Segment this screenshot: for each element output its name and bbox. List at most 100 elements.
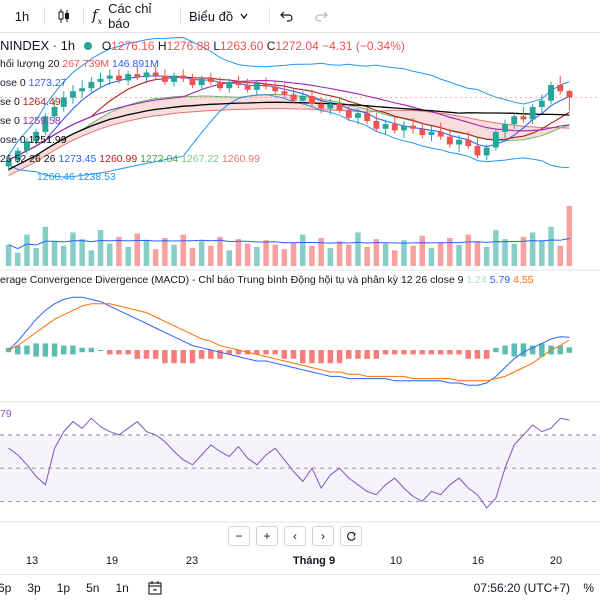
- x-tick-label: 19: [106, 555, 118, 567]
- interval-button[interactable]: 1h: [0, 0, 44, 32]
- macd-hist-bar: [410, 350, 416, 355]
- volume-bar: [336, 241, 343, 266]
- reset-chart-button[interactable]: [340, 526, 362, 546]
- volume-bar: [327, 248, 334, 266]
- macd-hist-bar: [152, 350, 159, 359]
- macd-hist-bar: [171, 350, 177, 364]
- ichimoku-legend: 26 52 26 26 1273.45 1260.99 1272.04 1267…: [0, 153, 260, 165]
- candle: [207, 72, 214, 86]
- market-status-icon: [84, 42, 93, 50]
- candle: [272, 80, 279, 95]
- candle: [106, 69, 113, 86]
- volume-bar: [180, 234, 186, 266]
- volume-value: 267.739M: [62, 58, 110, 70]
- macd-hist-bar: [355, 350, 361, 359]
- volume-bar: [318, 238, 324, 266]
- volume-legend: hối lượng 20 267.739M 146.891M: [0, 58, 159, 70]
- candle-body: [529, 106, 536, 120]
- ichimoku-value-3: 1272.04: [140, 153, 179, 165]
- range-1d-button[interactable]: 1n: [115, 581, 129, 595]
- toolbar-divider: [180, 7, 181, 25]
- volume-bar: [24, 234, 30, 266]
- candle-body: [446, 136, 453, 145]
- ma-slow: [8, 80, 570, 161]
- indicators-button[interactable]: fx Các chỉ báo: [84, 0, 180, 32]
- macd-hist-bar: [116, 350, 122, 355]
- candle-body: [566, 91, 573, 98]
- macd-hist-bar: [300, 350, 306, 364]
- zoom-in-button[interactable]: +: [256, 526, 278, 546]
- macd-hist-bar: [428, 350, 435, 355]
- range-1m-button[interactable]: 1p: [56, 581, 71, 595]
- macd-hist-bar: [5, 347, 12, 353]
- ma4-label: ose 0: [0, 134, 26, 146]
- candle-body: [345, 110, 352, 118]
- close-label: C: [266, 39, 276, 53]
- candle-body: [465, 139, 472, 147]
- volume-bar: [300, 234, 306, 266]
- candle: [355, 108, 361, 125]
- candle-body: [557, 85, 564, 92]
- candle: [134, 66, 141, 81]
- scroll-right-button[interactable]: ›: [312, 526, 334, 546]
- candle: [474, 138, 481, 159]
- candle-body: [42, 116, 49, 132]
- zoom-out-button[interactable]: −: [228, 526, 250, 546]
- range-3m-button[interactable]: 3p: [27, 581, 41, 595]
- candle: [171, 72, 177, 87]
- volume-ma-value: 146.891M: [112, 58, 159, 70]
- macd-hist-bar: [401, 350, 407, 355]
- candle: [373, 113, 380, 132]
- chart-type-button[interactable]: Biểu đồ: [181, 0, 269, 32]
- volume-bar: [502, 239, 508, 266]
- macd-hist-bar: [437, 350, 444, 355]
- candle: [189, 74, 196, 89]
- candle: [529, 103, 536, 125]
- macd-hist-bar: [419, 350, 425, 355]
- volume-bar: [483, 247, 490, 266]
- macd-hist-bar: [107, 350, 113, 355]
- candle: [161, 69, 168, 86]
- x-tick-label: 23: [186, 555, 198, 567]
- volume-bar: [134, 233, 140, 266]
- volume-bar: [42, 226, 49, 266]
- zoom-out-label: −: [235, 529, 243, 543]
- percent-scale-button[interactable]: %: [583, 581, 594, 595]
- candle-body: [60, 97, 67, 107]
- volume-bar: [557, 245, 563, 266]
- macd-hist-bar: [24, 345, 30, 355]
- x-tick-label: 16: [472, 555, 484, 567]
- ichimoku-value-4: 1267.22: [181, 153, 220, 165]
- redo-icon: [315, 11, 328, 22]
- volume-bar: [162, 238, 168, 266]
- macd-hist-bar: [180, 350, 186, 364]
- redo-button[interactable]: [304, 0, 338, 32]
- ma1-value: 1273.27: [28, 77, 67, 89]
- bb-upper: [8, 36, 570, 156]
- candle-body: [391, 124, 398, 131]
- macd-hist-bar: [364, 350, 370, 359]
- candle-body: [235, 81, 242, 85]
- bollinger-bands: [8, 36, 570, 178]
- candle: [143, 69, 150, 84]
- range-5d-button[interactable]: 5n: [86, 581, 100, 595]
- candle: [511, 113, 518, 129]
- chart-type-label: Biểu đồ: [189, 8, 234, 24]
- candle-body: [272, 86, 279, 92]
- macd-hist-bar: [557, 345, 563, 355]
- rsi-value: 79: [0, 408, 12, 420]
- candle-body: [502, 124, 508, 132]
- reset-icon: [346, 531, 356, 541]
- chart-canvas[interactable]: 13 19 23 Tháng 9 10 16 20: [0, 32, 600, 574]
- volume-bar: [529, 232, 536, 266]
- candle-body: [382, 124, 389, 129]
- clock: 07:56:20 (UTC+7): [473, 581, 570, 595]
- goto-date-icon[interactable]: [147, 580, 163, 596]
- ma-long: [8, 101, 570, 171]
- volume-label: hối lượng 20: [0, 58, 60, 70]
- scroll-left-button[interactable]: ‹: [284, 526, 306, 546]
- undo-button[interactable]: [270, 0, 304, 32]
- range-6m-button[interactable]: 6p: [0, 581, 12, 595]
- candle: [152, 66, 159, 81]
- candles-button[interactable]: [45, 0, 83, 32]
